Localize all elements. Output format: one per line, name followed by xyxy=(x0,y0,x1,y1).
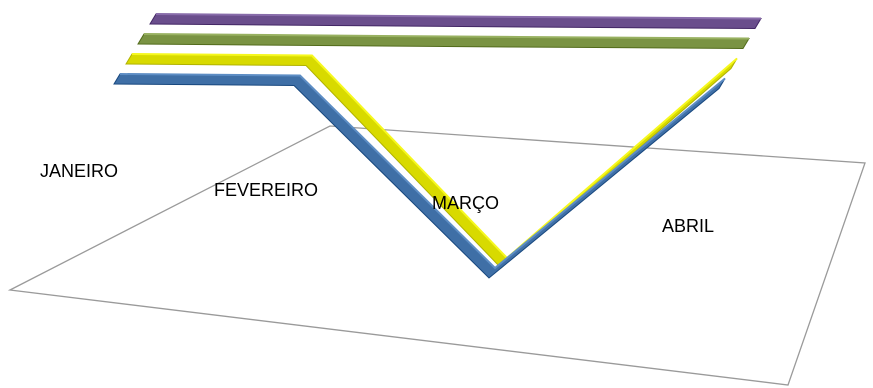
series-ribbon-edge-2 xyxy=(143,33,750,40)
series-ribbon-edge-1 xyxy=(155,13,762,20)
series-ribbon-3 xyxy=(125,53,738,269)
category-label-marco: MARÇO xyxy=(432,193,499,213)
floor-outline xyxy=(7,125,866,386)
chart-floor xyxy=(7,125,866,386)
category-label-janeiro: JANEIRO xyxy=(40,161,118,181)
series-ribbon-edge-3 xyxy=(131,53,738,260)
category-labels: JANEIRO FEVEREIRO MARÇO ABRIL xyxy=(40,161,714,236)
category-label-fevereiro: FEVEREIRO xyxy=(214,180,318,200)
category-label-abril: ABRIL xyxy=(662,216,714,236)
series-ribbon-edge-4 xyxy=(119,73,726,270)
chart-series-ribbons xyxy=(113,13,762,279)
